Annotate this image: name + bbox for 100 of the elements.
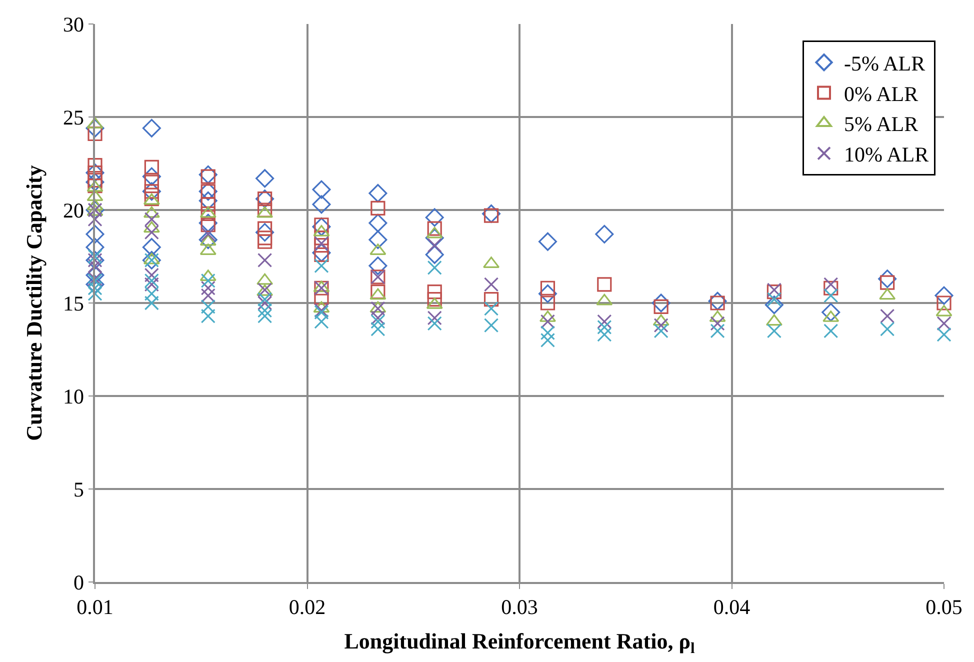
point bbox=[312, 180, 331, 199]
point bbox=[144, 268, 159, 282]
x-tick-label: 0.04 bbox=[713, 594, 751, 619]
point bbox=[880, 308, 895, 324]
point bbox=[144, 277, 159, 292]
point bbox=[484, 318, 499, 333]
x-tick-label: 0.02 bbox=[288, 594, 326, 619]
point bbox=[427, 316, 442, 331]
point bbox=[142, 167, 161, 186]
point bbox=[86, 118, 104, 138]
point bbox=[878, 270, 897, 288]
point bbox=[258, 252, 272, 268]
point bbox=[86, 238, 104, 256]
point bbox=[368, 230, 388, 250]
point bbox=[258, 303, 272, 318]
point bbox=[312, 195, 331, 214]
point bbox=[256, 169, 274, 188]
point bbox=[198, 230, 218, 250]
x-axis-title: Longitudinal Reinforcement Ratio, ρ$_{l}$ bbox=[344, 628, 696, 657]
point bbox=[427, 292, 442, 307]
point bbox=[368, 184, 388, 203]
point bbox=[427, 260, 442, 275]
point bbox=[142, 238, 161, 256]
point bbox=[312, 217, 331, 236]
point bbox=[425, 208, 444, 227]
y-tick-label: 5 bbox=[74, 477, 84, 502]
point bbox=[654, 324, 668, 338]
point bbox=[368, 256, 388, 276]
point bbox=[824, 280, 838, 296]
point bbox=[258, 292, 272, 307]
y-tick-label: 0 bbox=[74, 570, 84, 594]
point bbox=[764, 296, 784, 314]
point bbox=[597, 314, 612, 329]
point bbox=[484, 301, 499, 316]
point bbox=[88, 212, 102, 227]
point bbox=[708, 292, 727, 310]
point bbox=[425, 245, 444, 264]
point bbox=[200, 280, 216, 296]
point bbox=[88, 286, 102, 301]
point bbox=[200, 288, 216, 303]
point bbox=[880, 322, 895, 336]
point bbox=[597, 320, 612, 334]
point bbox=[200, 299, 216, 314]
point bbox=[198, 191, 218, 210]
point bbox=[200, 206, 216, 222]
point bbox=[86, 190, 104, 202]
point bbox=[144, 160, 159, 175]
point bbox=[200, 270, 216, 282]
x-tick-label: 0.03 bbox=[501, 594, 538, 619]
point bbox=[540, 296, 556, 310]
legend-label: 5% ALR bbox=[844, 112, 918, 136]
point bbox=[312, 244, 331, 262]
point bbox=[427, 221, 442, 236]
point bbox=[538, 284, 557, 303]
point bbox=[936, 316, 952, 331]
point bbox=[314, 290, 329, 305]
point bbox=[766, 324, 782, 338]
point bbox=[144, 273, 159, 288]
point bbox=[198, 165, 218, 184]
point bbox=[710, 324, 725, 338]
point bbox=[256, 223, 274, 242]
y-tick-label: 15 bbox=[63, 291, 84, 316]
point bbox=[484, 292, 499, 307]
point bbox=[198, 214, 218, 232]
point bbox=[200, 273, 216, 288]
point bbox=[540, 314, 556, 329]
point bbox=[258, 296, 272, 310]
y-tick-label: 10 bbox=[63, 384, 84, 408]
point bbox=[934, 286, 954, 305]
point bbox=[200, 308, 216, 324]
point bbox=[370, 301, 386, 316]
point bbox=[540, 332, 556, 348]
legend-label: 10% ALR bbox=[844, 142, 929, 166]
point bbox=[824, 288, 838, 303]
point bbox=[597, 277, 612, 292]
point bbox=[654, 318, 668, 333]
point bbox=[142, 118, 161, 138]
y-tick-label: 25 bbox=[63, 105, 84, 130]
point bbox=[538, 232, 557, 251]
point bbox=[258, 308, 272, 324]
point bbox=[427, 310, 442, 326]
point bbox=[370, 200, 386, 216]
point bbox=[144, 296, 159, 310]
point bbox=[370, 310, 386, 326]
point bbox=[710, 316, 725, 331]
point bbox=[427, 284, 442, 300]
point bbox=[370, 314, 386, 329]
point bbox=[652, 294, 670, 312]
point bbox=[86, 224, 104, 244]
point bbox=[484, 277, 499, 292]
point bbox=[824, 277, 838, 292]
point bbox=[597, 327, 612, 342]
point bbox=[824, 324, 838, 338]
point bbox=[595, 224, 614, 244]
point bbox=[144, 286, 159, 301]
point bbox=[368, 214, 388, 232]
legend-label: -5% ALR bbox=[844, 52, 926, 76]
point bbox=[144, 212, 159, 227]
point bbox=[86, 266, 104, 284]
point bbox=[314, 258, 329, 274]
